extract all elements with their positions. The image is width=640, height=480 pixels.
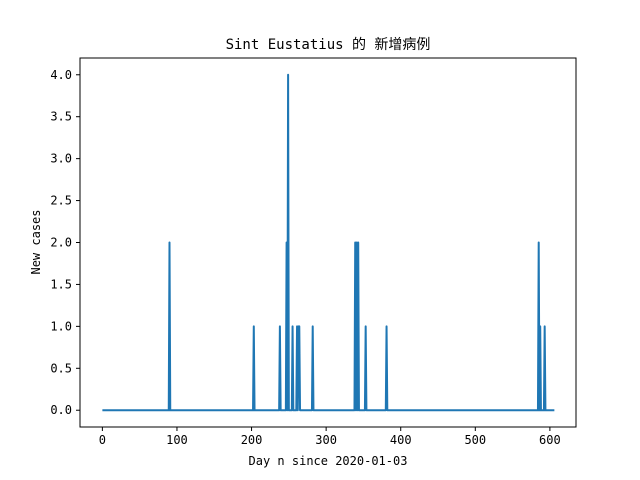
y-tick-label: 2.0 — [50, 236, 72, 250]
y-tick-label: 3.0 — [50, 152, 72, 166]
x-tick-label: 600 — [539, 433, 561, 447]
chart-title: Sint Eustatius 的 新增病例 — [226, 37, 431, 53]
y-tick-label: 3.5 — [50, 110, 72, 124]
y-axis: 0.0 0.5 1.0 1.5 2.0 2.5 3.0 3.5 4.0 — [50, 68, 80, 417]
x-axis: 0 100 200 300 400 500 600 — [99, 427, 561, 447]
y-tick-label: 4.0 — [50, 68, 72, 82]
x-tick-label: 500 — [464, 433, 486, 447]
y-axis-label: New cases — [29, 209, 43, 274]
y-tick-label: 0.5 — [50, 361, 72, 375]
y-tick-label: 0.0 — [50, 403, 72, 417]
x-axis-label: Day n since 2020-01-03 — [249, 454, 408, 468]
x-tick-label: 100 — [166, 433, 188, 447]
plot-data-layer — [102, 73, 555, 412]
x-tick-label: 200 — [241, 433, 263, 447]
y-tick-label: 1.5 — [50, 277, 72, 291]
series-line — [102, 73, 555, 412]
y-tick-label: 1.0 — [50, 319, 72, 333]
plot-frame — [79, 57, 577, 428]
x-tick-label: 400 — [390, 433, 412, 447]
x-tick-label: 0 — [99, 433, 106, 447]
y-tick-label: 2.5 — [50, 194, 72, 208]
x-tick-label: 300 — [315, 433, 337, 447]
